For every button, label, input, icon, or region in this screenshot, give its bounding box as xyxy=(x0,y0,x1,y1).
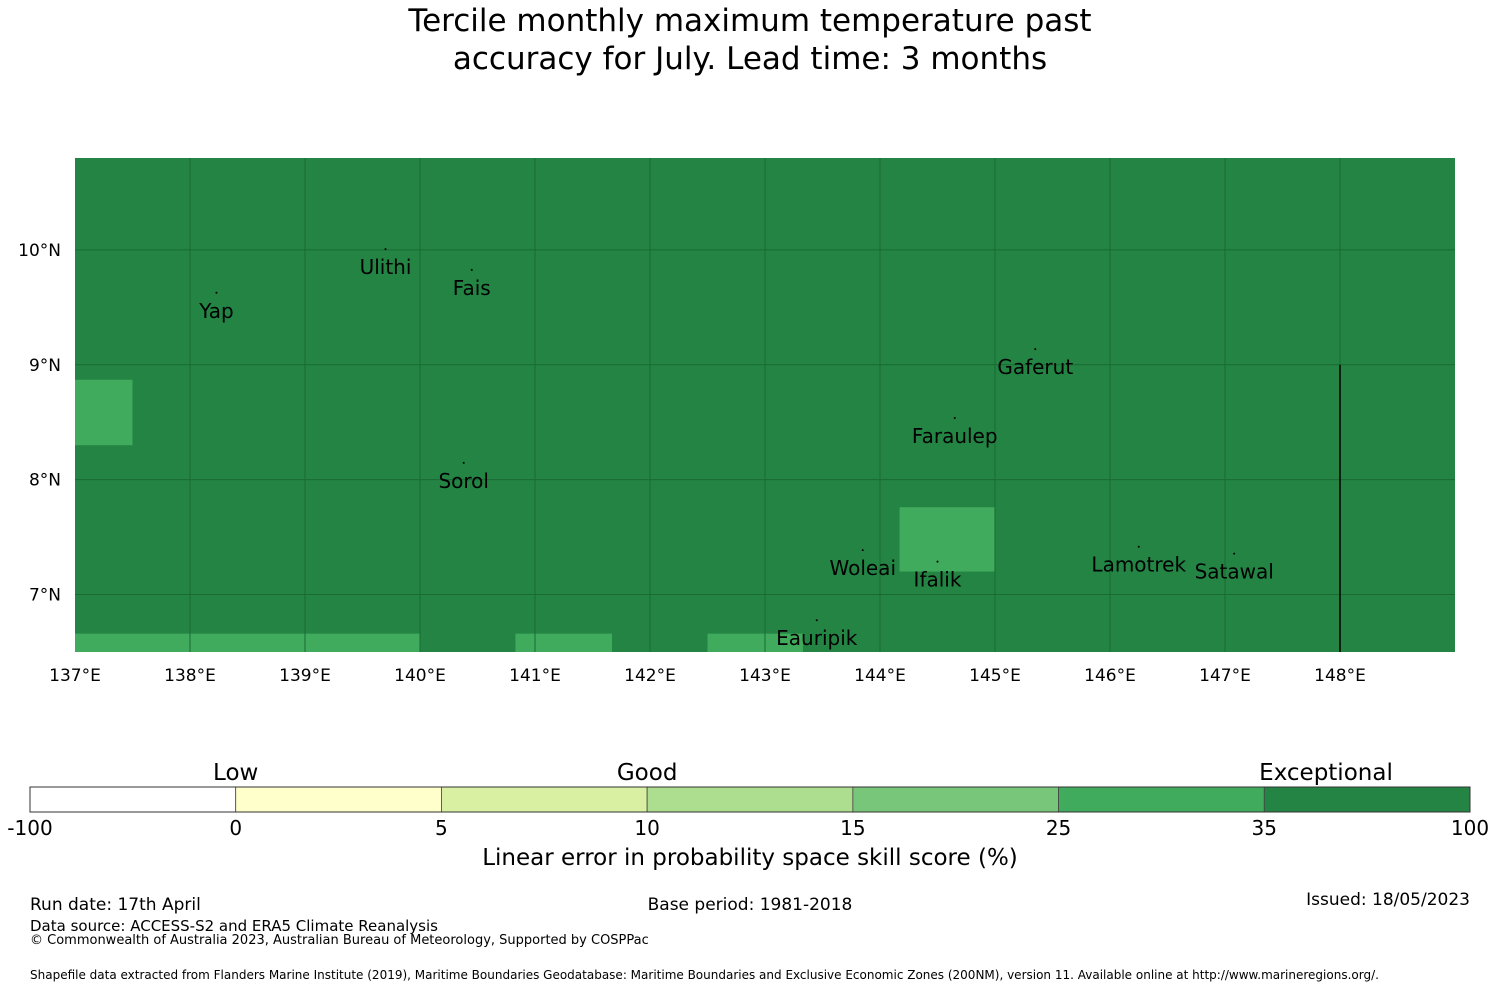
skill-cell-3 xyxy=(75,633,420,652)
colorbar-category-good: Good xyxy=(616,760,678,786)
place-label-ulithi: Ulithi xyxy=(360,255,412,279)
place-label-fais: Fais xyxy=(453,276,491,300)
island-marker xyxy=(815,619,818,622)
lon-tick-label: 146°E xyxy=(1084,666,1136,686)
island-marker xyxy=(470,268,473,271)
chart-title: Tercile monthly maximum temperature past… xyxy=(0,2,1500,78)
colorbar-bin xyxy=(29,786,237,813)
colorbar-bin xyxy=(1058,786,1265,813)
lon-tick-label: 138°E xyxy=(164,666,216,686)
lon-tick-label: 140°E xyxy=(394,666,446,686)
lon-tick-label: 142°E xyxy=(624,666,676,686)
island-marker xyxy=(462,461,465,464)
place-label-woleai: Woleai xyxy=(829,556,896,580)
issued-date: Issued: 18/05/2023 xyxy=(1306,890,1470,910)
lat-tick-label: 9°N xyxy=(29,356,61,376)
colorbar-tick-label: 15 xyxy=(840,816,866,840)
colorbar-tick-label: 25 xyxy=(1045,816,1072,840)
title-line-2: accuracy for July. Lead time: 3 months xyxy=(452,41,1048,77)
title-line-1: Tercile monthly maximum temperature past xyxy=(408,3,1092,39)
colorbar-tick-label: 5 xyxy=(435,816,448,840)
colorbar-bin xyxy=(235,786,442,813)
place-label-satawal: Satawal xyxy=(1195,560,1274,584)
island-marker xyxy=(861,549,864,552)
colorbar-category-low: Low xyxy=(213,760,259,786)
colorbar-bin xyxy=(852,786,1059,813)
data-source: Data source: ACCESS-S2 and ERA5 Climate … xyxy=(30,917,438,935)
colorbar-tick-label: -100 xyxy=(7,816,53,840)
lon-tick-label: 145°E xyxy=(969,666,1021,686)
skill-cell-4 xyxy=(515,633,613,652)
lon-tick-label: 147°E xyxy=(1199,666,1251,686)
colorbar-label: Linear error in probability space skill … xyxy=(482,845,1018,871)
colorbar-tick-label: 10 xyxy=(634,816,660,840)
place-label-yap: Yap xyxy=(198,299,233,323)
place-label-gaferut: Gaferut xyxy=(997,355,1073,379)
skill-cell-2 xyxy=(899,507,995,572)
skill-cell-1 xyxy=(75,379,133,446)
map-layer: 137°E 138°E 139°E 140°E 141°E 142°E 143°E 144°E… xyxy=(18,158,1455,686)
lon-tick-label: 148°E xyxy=(1314,666,1366,686)
colorbar-bin xyxy=(441,786,648,813)
island-marker xyxy=(1034,348,1037,351)
colorbar-bin xyxy=(646,786,854,813)
shapefile-credit: Shapefile data extracted from Flanders M… xyxy=(30,968,1379,982)
lat-tick-label: 7°N xyxy=(29,586,61,606)
place-label-eauripik: Eauripik xyxy=(776,626,858,650)
place-label-ifalik: Ifalik xyxy=(914,568,962,592)
island-marker xyxy=(1137,545,1140,548)
island-marker xyxy=(384,248,387,251)
base-period: Base period: 1981-2018 xyxy=(647,895,853,915)
lon-tick-label: 137°E xyxy=(49,666,101,686)
skill-cell-5 xyxy=(707,633,803,652)
lat-tick-label: 10°N xyxy=(18,241,61,261)
island-marker xyxy=(936,560,939,563)
lon-tick-label: 141°E xyxy=(509,666,561,686)
colorbar-category-exceptional: Exceptional xyxy=(1259,760,1393,786)
lon-tick-label: 139°E xyxy=(279,666,331,686)
lat-tick-label: 8°N xyxy=(29,471,61,491)
island-marker xyxy=(1233,552,1236,555)
colorbar xyxy=(29,786,1471,813)
colorbar-tick-label: 35 xyxy=(1251,816,1278,840)
place-label-sorol: Sorol xyxy=(438,469,489,493)
place-label-lamotrek: Lamotrek xyxy=(1091,553,1186,577)
place-label-faraulep: Faraulep xyxy=(912,424,998,448)
run-date: Run date: 17th April xyxy=(30,895,201,915)
colorbar-tick-label: 100 xyxy=(1450,816,1490,840)
island-marker xyxy=(953,417,956,420)
colorbar-bin xyxy=(1263,786,1471,813)
colorbar-tick-label: 0 xyxy=(229,816,243,840)
lon-tick-label: 144°E xyxy=(854,666,906,686)
copyright: © Commonwealth of Australia 2023, Austra… xyxy=(30,933,649,948)
lon-tick-label: 143°E xyxy=(739,666,791,686)
colorbar-frame xyxy=(29,786,1471,813)
island-marker xyxy=(215,291,218,294)
